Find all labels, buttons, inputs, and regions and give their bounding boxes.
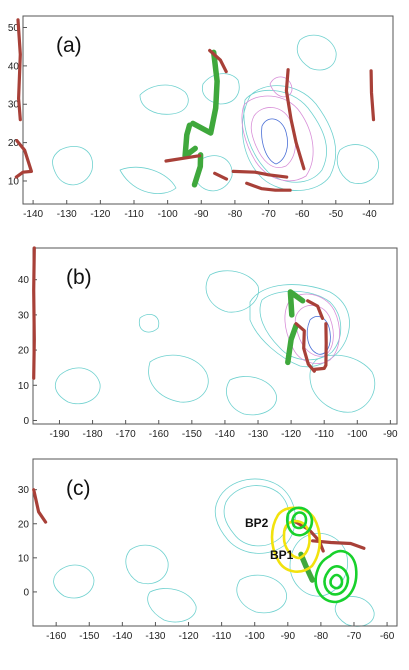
panel-frames bbox=[22, 15, 398, 627]
x-tick-label: -140 bbox=[112, 631, 132, 642]
x-tick-label: -180 bbox=[83, 429, 103, 440]
x-tick-label: -60 bbox=[295, 209, 310, 220]
x-tick-label: -130 bbox=[248, 429, 268, 440]
red-front-line bbox=[245, 181, 292, 192]
red-front-line bbox=[32, 246, 36, 380]
red-front-line bbox=[14, 139, 33, 179]
x-tick-label: -90 bbox=[383, 429, 398, 440]
x-tick-label: -170 bbox=[116, 429, 136, 440]
green-contour bbox=[314, 549, 358, 604]
y-tick-label: 10 bbox=[18, 553, 30, 564]
panel-frame bbox=[32, 458, 398, 627]
red-front-line bbox=[16, 18, 22, 122]
x-tick-label: -160 bbox=[46, 631, 66, 642]
red-front-line bbox=[294, 322, 316, 373]
highlight-contours bbox=[270, 506, 358, 604]
x-tick-label: -50 bbox=[329, 209, 344, 220]
x-tick-label: -60 bbox=[380, 631, 395, 642]
x-tick-label: -80 bbox=[314, 631, 329, 642]
annotation-bp2: BP2 bbox=[245, 516, 269, 530]
x-tick-label: -110 bbox=[124, 209, 144, 220]
x-tick-label: -120 bbox=[281, 429, 301, 440]
x-tick-label: -70 bbox=[347, 631, 362, 642]
panel-label: (a) bbox=[56, 34, 82, 57]
panel-frame bbox=[22, 15, 394, 205]
red-front-line bbox=[208, 48, 228, 74]
y-tick-label: 40 bbox=[18, 275, 30, 286]
x-tick-label: -150 bbox=[79, 631, 99, 642]
y-tick-label: 0 bbox=[23, 587, 29, 598]
green-contour bbox=[329, 573, 344, 590]
green-contour bbox=[323, 565, 350, 596]
red-front-line bbox=[213, 171, 229, 181]
red-front-line bbox=[311, 539, 366, 550]
blue-contour bbox=[261, 118, 288, 165]
red-front-line bbox=[231, 169, 289, 179]
y-tick-label: 20 bbox=[18, 519, 30, 530]
y-tick-label: 30 bbox=[18, 310, 30, 321]
chart-marks bbox=[14, 18, 376, 583]
x-tick-label: -110 bbox=[315, 429, 335, 440]
yellow-contour bbox=[282, 519, 311, 560]
y-tick-label: 0 bbox=[23, 416, 29, 427]
panel-label: (c) bbox=[66, 477, 91, 500]
green-front-line bbox=[285, 322, 299, 366]
green-front-line bbox=[298, 551, 316, 583]
red-front-line bbox=[291, 518, 325, 553]
magenta-contour bbox=[241, 76, 314, 182]
annotation-bp1: BP1 bbox=[270, 548, 294, 562]
y-tick-label: 40 bbox=[8, 61, 20, 72]
y-tick-label: 20 bbox=[8, 138, 20, 149]
red-front-line bbox=[369, 69, 376, 122]
x-tick-label: -110 bbox=[212, 631, 232, 642]
x-tick-label: -120 bbox=[179, 631, 199, 642]
y-tick-label: 10 bbox=[8, 176, 20, 187]
x-tick-label: -90 bbox=[194, 209, 209, 220]
green-contour bbox=[285, 506, 314, 537]
cyan-contour bbox=[53, 478, 375, 627]
background-contour-field bbox=[52, 34, 379, 627]
y-tick-label: 50 bbox=[8, 23, 20, 34]
y-tick-label: 30 bbox=[18, 485, 30, 496]
green-front-line bbox=[287, 289, 306, 318]
x-tick-label: -120 bbox=[90, 209, 110, 220]
red-front-line bbox=[32, 488, 48, 524]
x-tick-label: -100 bbox=[245, 631, 265, 642]
red-front-line bbox=[306, 299, 325, 320]
green-front-line bbox=[190, 49, 220, 136]
x-tick-label: -140 bbox=[215, 429, 235, 440]
x-tick-label: -190 bbox=[49, 429, 69, 440]
y-tick-label: 20 bbox=[18, 346, 30, 357]
x-tick-label: -70 bbox=[261, 209, 276, 220]
x-tick-label: -100 bbox=[347, 429, 367, 440]
y-tick-label: 10 bbox=[18, 381, 30, 392]
x-tick-label: -150 bbox=[182, 429, 202, 440]
red-front-line bbox=[164, 154, 202, 163]
axes: -140 -130 -120 -110 -100 -90 -80 -70 -60 -50 -40 10… bbox=[8, 23, 398, 642]
x-tick-label: -160 bbox=[149, 429, 169, 440]
red-front-line bbox=[284, 68, 306, 171]
x-tick-label: -140 bbox=[23, 209, 43, 220]
x-tick-label: -40 bbox=[362, 209, 377, 220]
cyan-contour bbox=[54, 270, 376, 416]
green-contour bbox=[291, 511, 308, 530]
x-tick-label: -90 bbox=[281, 631, 296, 642]
x-tick-label: -80 bbox=[228, 209, 243, 220]
green-front-line bbox=[191, 152, 204, 188]
x-tick-label: -100 bbox=[158, 209, 178, 220]
panel-label: (b) bbox=[66, 266, 92, 289]
red-front-line bbox=[312, 322, 328, 371]
y-tick-label: 30 bbox=[8, 100, 20, 111]
x-tick-label: -130 bbox=[57, 209, 77, 220]
cyan-contour bbox=[52, 34, 379, 194]
x-tick-label: -130 bbox=[145, 631, 165, 642]
green-front-line bbox=[182, 122, 198, 159]
